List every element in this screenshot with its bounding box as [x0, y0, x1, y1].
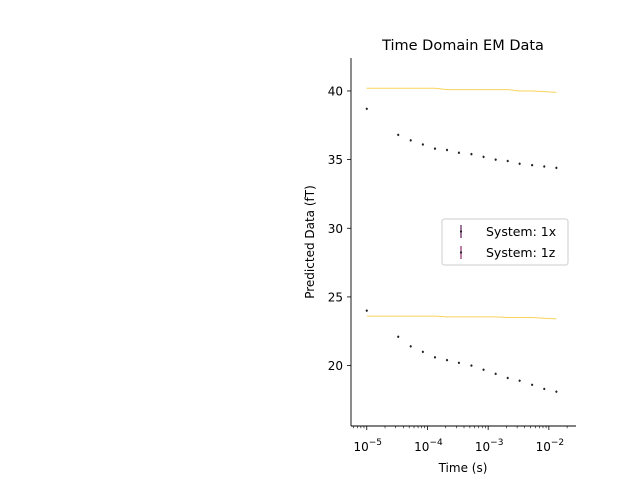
data-point: [518, 162, 521, 165]
x-tick-label: 10−5: [353, 438, 382, 454]
model-line-1: [366, 87, 557, 93]
data-point: [457, 151, 461, 154]
x-tick-label: 10−4: [414, 438, 443, 454]
data-point: [470, 153, 473, 156]
data-point: [365, 107, 368, 110]
data-point: [397, 335, 400, 338]
chart-title: Time Domain EM Data: [381, 38, 544, 54]
data-points: [365, 107, 558, 393]
data-point: [482, 368, 485, 371]
data-point: [409, 345, 412, 348]
legend-point-1x: [459, 230, 463, 233]
data-point: [494, 158, 497, 161]
model-line-2: [366, 315, 557, 320]
data-point: [445, 148, 449, 152]
y-ticks: 20 25 30 35 40: [328, 84, 351, 373]
data-point: [409, 139, 412, 142]
y-axis-label: Predicted Data (fT): [303, 185, 317, 299]
data-point: [365, 309, 368, 312]
x-axis-label: Time (s): [438, 461, 488, 475]
data-point: [531, 383, 534, 386]
data-point: [421, 350, 424, 353]
data-point: [518, 379, 521, 382]
legend-label-1z: System: 1z: [486, 245, 556, 260]
data-point: [397, 133, 400, 136]
legend-box: [441, 218, 569, 266]
data-point: [470, 364, 473, 367]
y-tick-label: 25: [328, 290, 343, 304]
data-point: [494, 372, 497, 375]
data-point: [482, 155, 485, 158]
data-point: [555, 166, 558, 169]
y-tick-label: 20: [328, 359, 343, 373]
legend: System: 1x System: 1z: [441, 218, 569, 266]
y-tick-label: 35: [328, 153, 343, 167]
data-point: [445, 358, 449, 362]
data-point: [421, 143, 424, 146]
model-lines: [366, 87, 557, 320]
x-tick-label: 10−2: [536, 438, 565, 454]
y-tick-label: 30: [328, 222, 343, 236]
plot-area: [365, 87, 558, 393]
data-point: [506, 159, 509, 163]
legend-point-1z: [459, 251, 463, 254]
legend-label-1x: System: 1x: [486, 224, 556, 239]
data-point: [457, 361, 461, 364]
data-point: [433, 356, 437, 359]
x-ticks: 10−5 10−4 10−3 10−2: [352, 426, 568, 454]
data-point: [543, 387, 546, 391]
data-point: [531, 164, 534, 167]
data-point: [433, 147, 437, 150]
y-tick-label: 40: [328, 84, 343, 98]
data-point: [555, 390, 558, 393]
x-tick-label: 10−3: [475, 438, 504, 454]
legend-entry-1z: System: 1z: [459, 245, 556, 260]
legend-entry-1x: System: 1x: [459, 224, 556, 239]
data-point: [543, 165, 546, 168]
data-point: [506, 376, 509, 380]
